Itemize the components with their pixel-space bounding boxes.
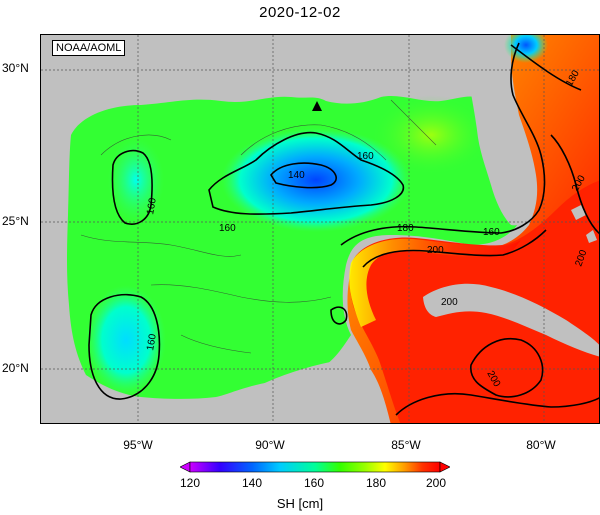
contour-160-central <box>208 131 405 215</box>
yucatan-land <box>221 359 373 423</box>
west-cyan-eddy <box>108 138 164 222</box>
lon-label-80w: 80°W <box>526 438 556 452</box>
colorbar-tick-160: 160 <box>303 476 325 490</box>
contour-label-160-a: 160 <box>357 151 374 162</box>
contour-label-180-a: 180 <box>397 223 414 234</box>
bahamas-land <box>571 205 597 243</box>
source-label: NOAA/AOML <box>52 40 126 56</box>
contour-180-ne <box>510 44 582 91</box>
contour-small-west <box>330 306 348 325</box>
contour-160-southwest <box>88 293 161 400</box>
lon-label-85w: 85°W <box>391 438 421 452</box>
station-marker <box>312 101 322 111</box>
contour-label-160-b: 160 <box>219 223 236 234</box>
map-title: 2020-12-02 <box>259 4 341 21</box>
lon-label-95w: 95°W <box>123 438 153 452</box>
loop-current-edge <box>349 238 521 327</box>
contour-label-160-c: 160 <box>145 197 159 216</box>
contour-label-200-a: 200 <box>427 245 444 256</box>
colorbar-tick-180: 180 <box>365 476 387 490</box>
graticule <box>41 35 599 423</box>
lon-label-90w: 90°W <box>255 438 285 452</box>
contour-200-loop <box>362 229 547 268</box>
florida-land <box>471 91 533 226</box>
major-contours <box>88 42 599 416</box>
contour-label-160-d: 160 <box>145 333 159 352</box>
northeast-blue <box>504 35 548 63</box>
sea-height-map: 140 160 160 160 160 160 180 180 200 200 … <box>40 34 600 424</box>
contour-label-160-e: 160 <box>483 227 500 238</box>
contour-label-140: 140 <box>288 170 305 181</box>
contour-140 <box>270 162 337 189</box>
contour-180-main <box>340 42 546 246</box>
colorbar-tick-200: 200 <box>425 476 447 490</box>
lat-label-25n: 25°N <box>2 214 29 228</box>
lat-label-30n: 30°N <box>2 61 29 75</box>
lat-label-20n: 20°N <box>2 361 29 375</box>
minor-contours <box>80 99 437 354</box>
contour-200-atlantic <box>550 134 599 235</box>
contour-200-south <box>470 338 544 398</box>
southwest-cyan-eddy <box>86 285 166 395</box>
cuba-land <box>423 283 599 357</box>
contour-180-south <box>395 392 599 416</box>
colorbar <box>180 461 450 473</box>
contour-label-200-e: 200 <box>441 297 458 308</box>
yellow-patch-ne <box>371 95 491 175</box>
colorbar-tick-140: 140 <box>241 476 263 490</box>
colorbar-label: SH [cm] <box>276 496 324 511</box>
colorbar-tick-120: 120 <box>179 476 201 490</box>
contour-160-west <box>111 149 153 225</box>
